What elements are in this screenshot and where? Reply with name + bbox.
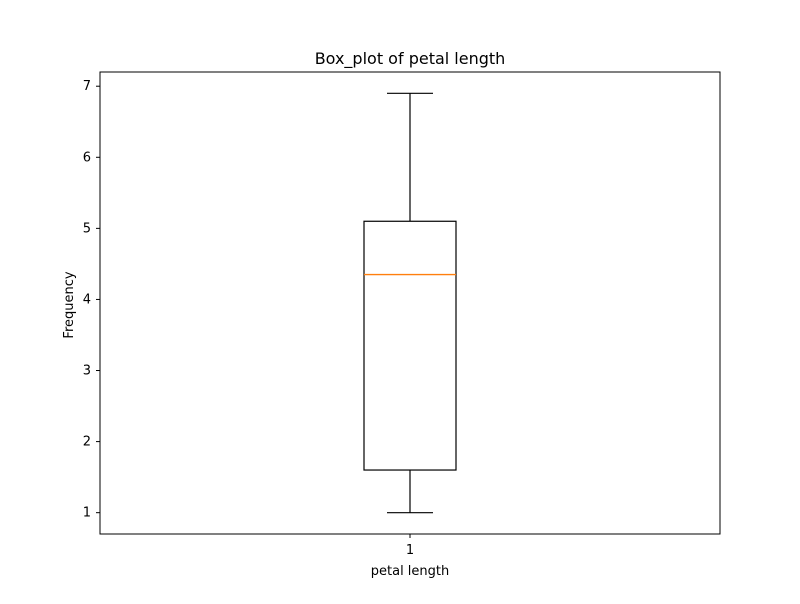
y-axis: 1 2 3 4 5 6 7 — [83, 79, 100, 521]
y-tick-label: 1 — [83, 506, 91, 521]
y-tick-label: 4 — [83, 292, 91, 307]
y-tick-label: 6 — [83, 150, 91, 165]
iqr-box — [363, 220, 457, 471]
y-tick-label: 3 — [83, 364, 91, 379]
chart-title: Box_plot of petal length — [315, 49, 506, 69]
plot-area — [99, 71, 721, 535]
y-tick-label: 7 — [83, 79, 91, 94]
x-axis: 1 — [406, 534, 414, 558]
y-tick-label: 2 — [83, 435, 91, 450]
y-tick-label: 5 — [83, 221, 91, 236]
x-tick-label: 1 — [406, 543, 414, 558]
x-axis-label: petal length — [371, 564, 450, 579]
y-axis-label: Frequency — [62, 271, 77, 338]
